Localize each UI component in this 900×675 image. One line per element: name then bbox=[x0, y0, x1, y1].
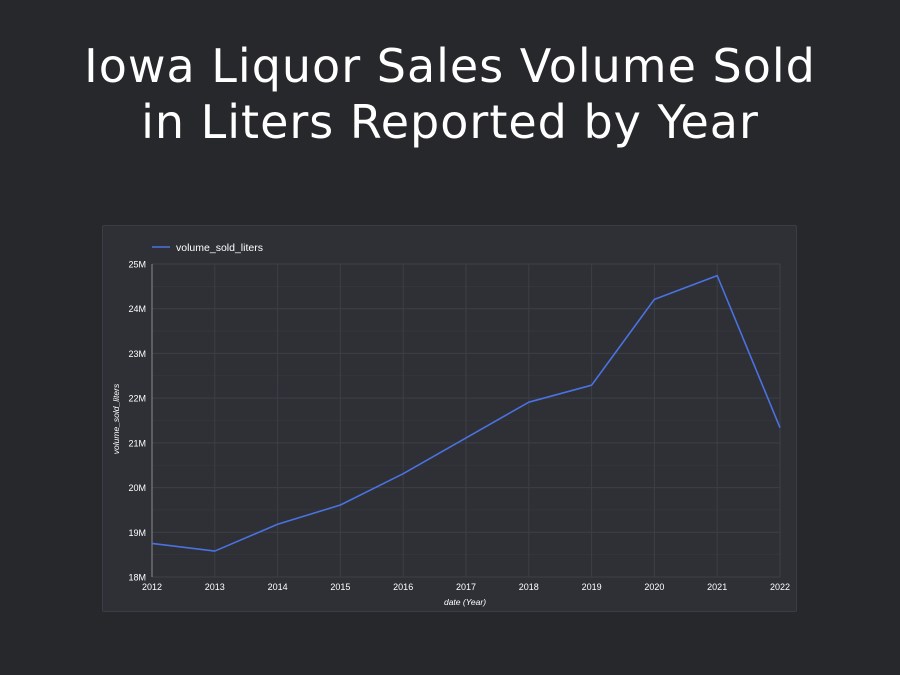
legend: volume_sold_liters bbox=[152, 242, 263, 254]
y-axis-label: volume_sold_liters bbox=[111, 383, 121, 454]
y-tick-label: 25M bbox=[128, 260, 146, 270]
x-tick-label: 2012 bbox=[142, 582, 162, 592]
x-tick-label: 2022 bbox=[770, 582, 790, 592]
grid-lines bbox=[151, 263, 781, 578]
tick-labels: 18M 19M 20M 21M 22M 23M 24M 25M 2012 2013 2014 2015… bbox=[128, 260, 790, 593]
x-tick-label: 2013 bbox=[205, 582, 225, 592]
x-tick-label: 2015 bbox=[330, 582, 350, 592]
x-tick-label: 2018 bbox=[519, 582, 539, 592]
line-chart: 18M 19M 20M 21M 22M 23M 24M 25M 2012 2013 2014 2015… bbox=[111, 242, 790, 607]
chart-title-line-1: Iowa Liquor Sales Volume Sold bbox=[84, 39, 816, 93]
x-tick-label: 2017 bbox=[456, 582, 476, 592]
x-tick-label: 2016 bbox=[393, 582, 413, 592]
chart-title: Iowa Liquor Sales Volume Sold in Liters … bbox=[0, 38, 900, 150]
series-line-volume-sold-liters bbox=[151, 274, 781, 552]
chart-panel: 18M 19M 20M 21M 22M 23M 24M 25M 2012 2013 2014 2015… bbox=[102, 225, 797, 612]
y-tick-label: 21M bbox=[128, 438, 146, 448]
y-tick-label: 20M bbox=[128, 483, 146, 493]
series-layer bbox=[151, 274, 781, 552]
legend-label: volume_sold_liters bbox=[176, 242, 263, 254]
x-tick-label: 2019 bbox=[582, 582, 602, 592]
y-tick-label: 24M bbox=[128, 304, 146, 314]
x-tick-label: 2020 bbox=[644, 582, 664, 592]
x-axis-label: date (Year) bbox=[444, 597, 486, 607]
y-tick-label: 22M bbox=[128, 394, 146, 404]
y-tick-label: 18M bbox=[128, 573, 146, 583]
y-tick-label: 19M bbox=[128, 528, 146, 538]
x-tick-label: 2021 bbox=[707, 582, 727, 592]
y-tick-label: 23M bbox=[128, 349, 146, 359]
chart-title-line-2: in Liters Reported by Year bbox=[141, 95, 759, 149]
x-tick-label: 2014 bbox=[268, 582, 288, 592]
